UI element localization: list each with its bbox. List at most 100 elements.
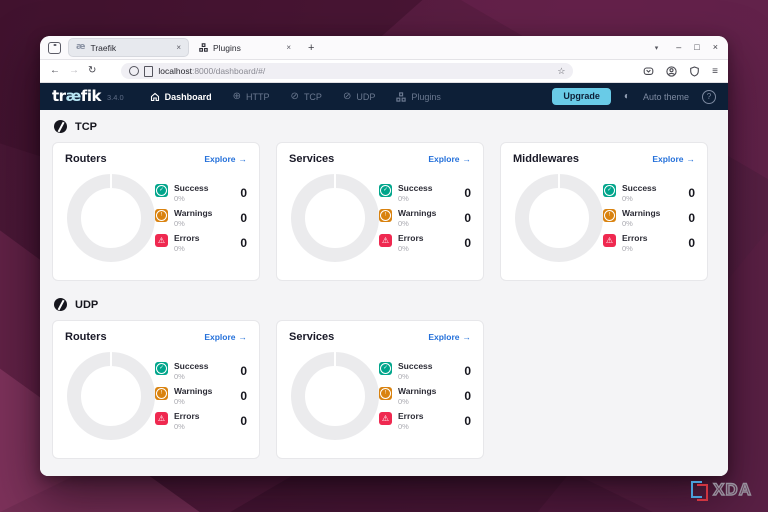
card-title: Services (289, 331, 335, 343)
shield-permissions-icon[interactable] (129, 66, 140, 76)
forward-button[interactable]: → (69, 65, 79, 76)
url-bar[interactable]: localhost:8000/dashboard/#/ ☆ (121, 63, 574, 79)
traefik-navbar: træfik 3.4.0 Dashboard ⊕ HTTP ⊘ TCP ⊘ UD… (40, 83, 728, 110)
new-tab-button[interactable]: + (308, 41, 315, 54)
bookmark-star-icon[interactable]: ☆ (557, 65, 566, 76)
stat-warnings: ! Warnings 0% 0 (155, 386, 247, 406)
arrow-right-icon: → (238, 332, 248, 342)
stat-value: 0 (240, 236, 247, 250)
stat-value: 0 (464, 186, 471, 200)
maximize-button[interactable]: □ (694, 42, 700, 52)
arrow-right-icon: → (686, 154, 696, 164)
error-icon: ⚠ (155, 412, 168, 425)
tcp-cards-row: Routers Explore → ✓ Success 0% 0 ! Warning… (52, 142, 716, 281)
card-title: Services (289, 153, 335, 165)
minimize-button[interactable]: – (676, 42, 682, 52)
explore-link[interactable]: Explore → (204, 332, 247, 342)
stat-errors: ⚠ Errors 0% 0 (603, 233, 695, 253)
dashboard-content: TCP Routers Explore → ✓ Success 0% 0 (40, 110, 728, 476)
tab-close-icon[interactable]: × (286, 43, 291, 52)
nav-label: TCP (303, 91, 322, 102)
nav-label: Dashboard (164, 91, 212, 102)
section-header-tcp: TCP (54, 120, 716, 133)
stat-warnings: ! Warnings 0% 0 (379, 386, 471, 406)
firefox-view-icon[interactable] (48, 41, 61, 54)
card-udp-routers: Routers Explore → ✓ Success 0% 0 ! Warning… (52, 320, 260, 459)
nav-label: HTTP (246, 91, 270, 102)
stat-value: 0 (688, 236, 695, 250)
success-icon: ✓ (155, 184, 168, 197)
udp-cards-row: Routers Explore → ✓ Success 0% 0 ! Warning… (52, 320, 716, 459)
explore-link[interactable]: Explore → (652, 154, 695, 164)
tcp-section-icon (54, 120, 67, 133)
url-text: localhost:8000/dashboard/#/ (158, 66, 265, 76)
explore-link[interactable]: Explore → (428, 332, 471, 342)
stat-errors: ⚠ Errors 0% 0 (379, 411, 471, 431)
stat-success: ✓ Success 0% 0 (379, 361, 471, 381)
reload-button[interactable]: ↻ (88, 65, 97, 76)
close-button[interactable]: × (712, 42, 718, 52)
theme-label[interactable]: Auto theme (642, 91, 689, 102)
nav-item-dashboard[interactable]: Dashboard (150, 92, 212, 102)
menu-icon[interactable]: ≡ (712, 65, 718, 77)
list-tabs-chevron-icon[interactable]: ▾ (654, 44, 659, 52)
stat-value: 0 (464, 364, 471, 378)
udp-section-icon (54, 298, 67, 311)
card-title: Routers (65, 331, 107, 343)
error-icon: ⚠ (379, 412, 392, 425)
donut-chart (291, 352, 379, 440)
help-icon[interactable]: ? (702, 89, 716, 104)
udp-icon: ⊘ (342, 90, 352, 102)
upgrade-button[interactable]: Upgrade (552, 88, 611, 105)
arrow-right-icon: → (462, 332, 472, 342)
stat-success: ✓ Success 0% 0 (155, 183, 247, 203)
tab-close-icon[interactable]: × (176, 43, 181, 52)
stat-errors: ⚠ Errors 0% 0 (379, 233, 471, 253)
card-tcp-services: Services Explore → ✓ Success 0% 0 ! Warnin… (276, 142, 484, 281)
xda-logo-icon (691, 481, 709, 501)
tab-title: Traefik (90, 42, 117, 53)
error-icon: ⚠ (379, 234, 392, 247)
card-title: Middlewares (513, 153, 580, 165)
extensions-icon[interactable] (689, 65, 700, 77)
section-label: TCP (75, 120, 97, 133)
pocket-icon[interactable] (643, 66, 654, 77)
xda-watermark: XDA (691, 480, 752, 501)
card-tcp-middlewares: Middlewares Explore → ✓ Success 0% 0 ! War… (500, 142, 708, 281)
warning-icon: ! (155, 209, 168, 222)
nav-label: UDP (356, 91, 376, 102)
success-icon: ✓ (603, 184, 616, 197)
stat-errors: ⚠ Errors 0% 0 (155, 233, 247, 253)
success-icon: ✓ (155, 362, 168, 375)
donut-chart (67, 174, 155, 262)
page-info-icon[interactable] (144, 65, 154, 77)
back-button[interactable]: ← (50, 65, 60, 76)
warning-icon: ! (155, 387, 168, 400)
stat-warnings: ! Warnings 0% 0 (379, 208, 471, 228)
error-icon: ⚠ (603, 234, 616, 247)
theme-toggle-icon[interactable]: ◐ (623, 90, 630, 102)
explore-link[interactable]: Explore → (204, 154, 247, 164)
tab-strip: æ Traefik × Plugins × + ▾ – □ × (40, 36, 728, 60)
stat-success: ✓ Success 0% 0 (603, 183, 695, 203)
nav-item-plugins[interactable]: Plugins (396, 92, 441, 102)
explore-link[interactable]: Explore → (428, 154, 471, 164)
plugins-icon (396, 91, 407, 102)
error-icon: ⚠ (155, 234, 168, 247)
stat-success: ✓ Success 0% 0 (379, 183, 471, 203)
tab-plugins[interactable]: Plugins × (192, 39, 298, 56)
globe-icon: ⊕ (232, 90, 242, 102)
nav-item-tcp[interactable]: ⊘ TCP (290, 90, 322, 102)
account-icon[interactable] (666, 65, 677, 77)
stat-value: 0 (688, 186, 695, 200)
nav-item-udp[interactable]: ⊘ UDP (342, 90, 376, 102)
xda-logo-text: XDA (712, 480, 752, 499)
stat-value: 0 (240, 364, 247, 378)
stat-value: 0 (464, 211, 471, 225)
tab-traefik[interactable]: æ Traefik × (69, 39, 188, 56)
tcp-icon: ⊘ (290, 90, 299, 102)
nav-item-http[interactable]: ⊕ HTTP (232, 90, 270, 102)
stat-value: 0 (464, 414, 471, 428)
card-udp-services: Services Explore → ✓ Success 0% 0 ! Warnin… (276, 320, 484, 459)
stat-value: 0 (240, 186, 247, 200)
